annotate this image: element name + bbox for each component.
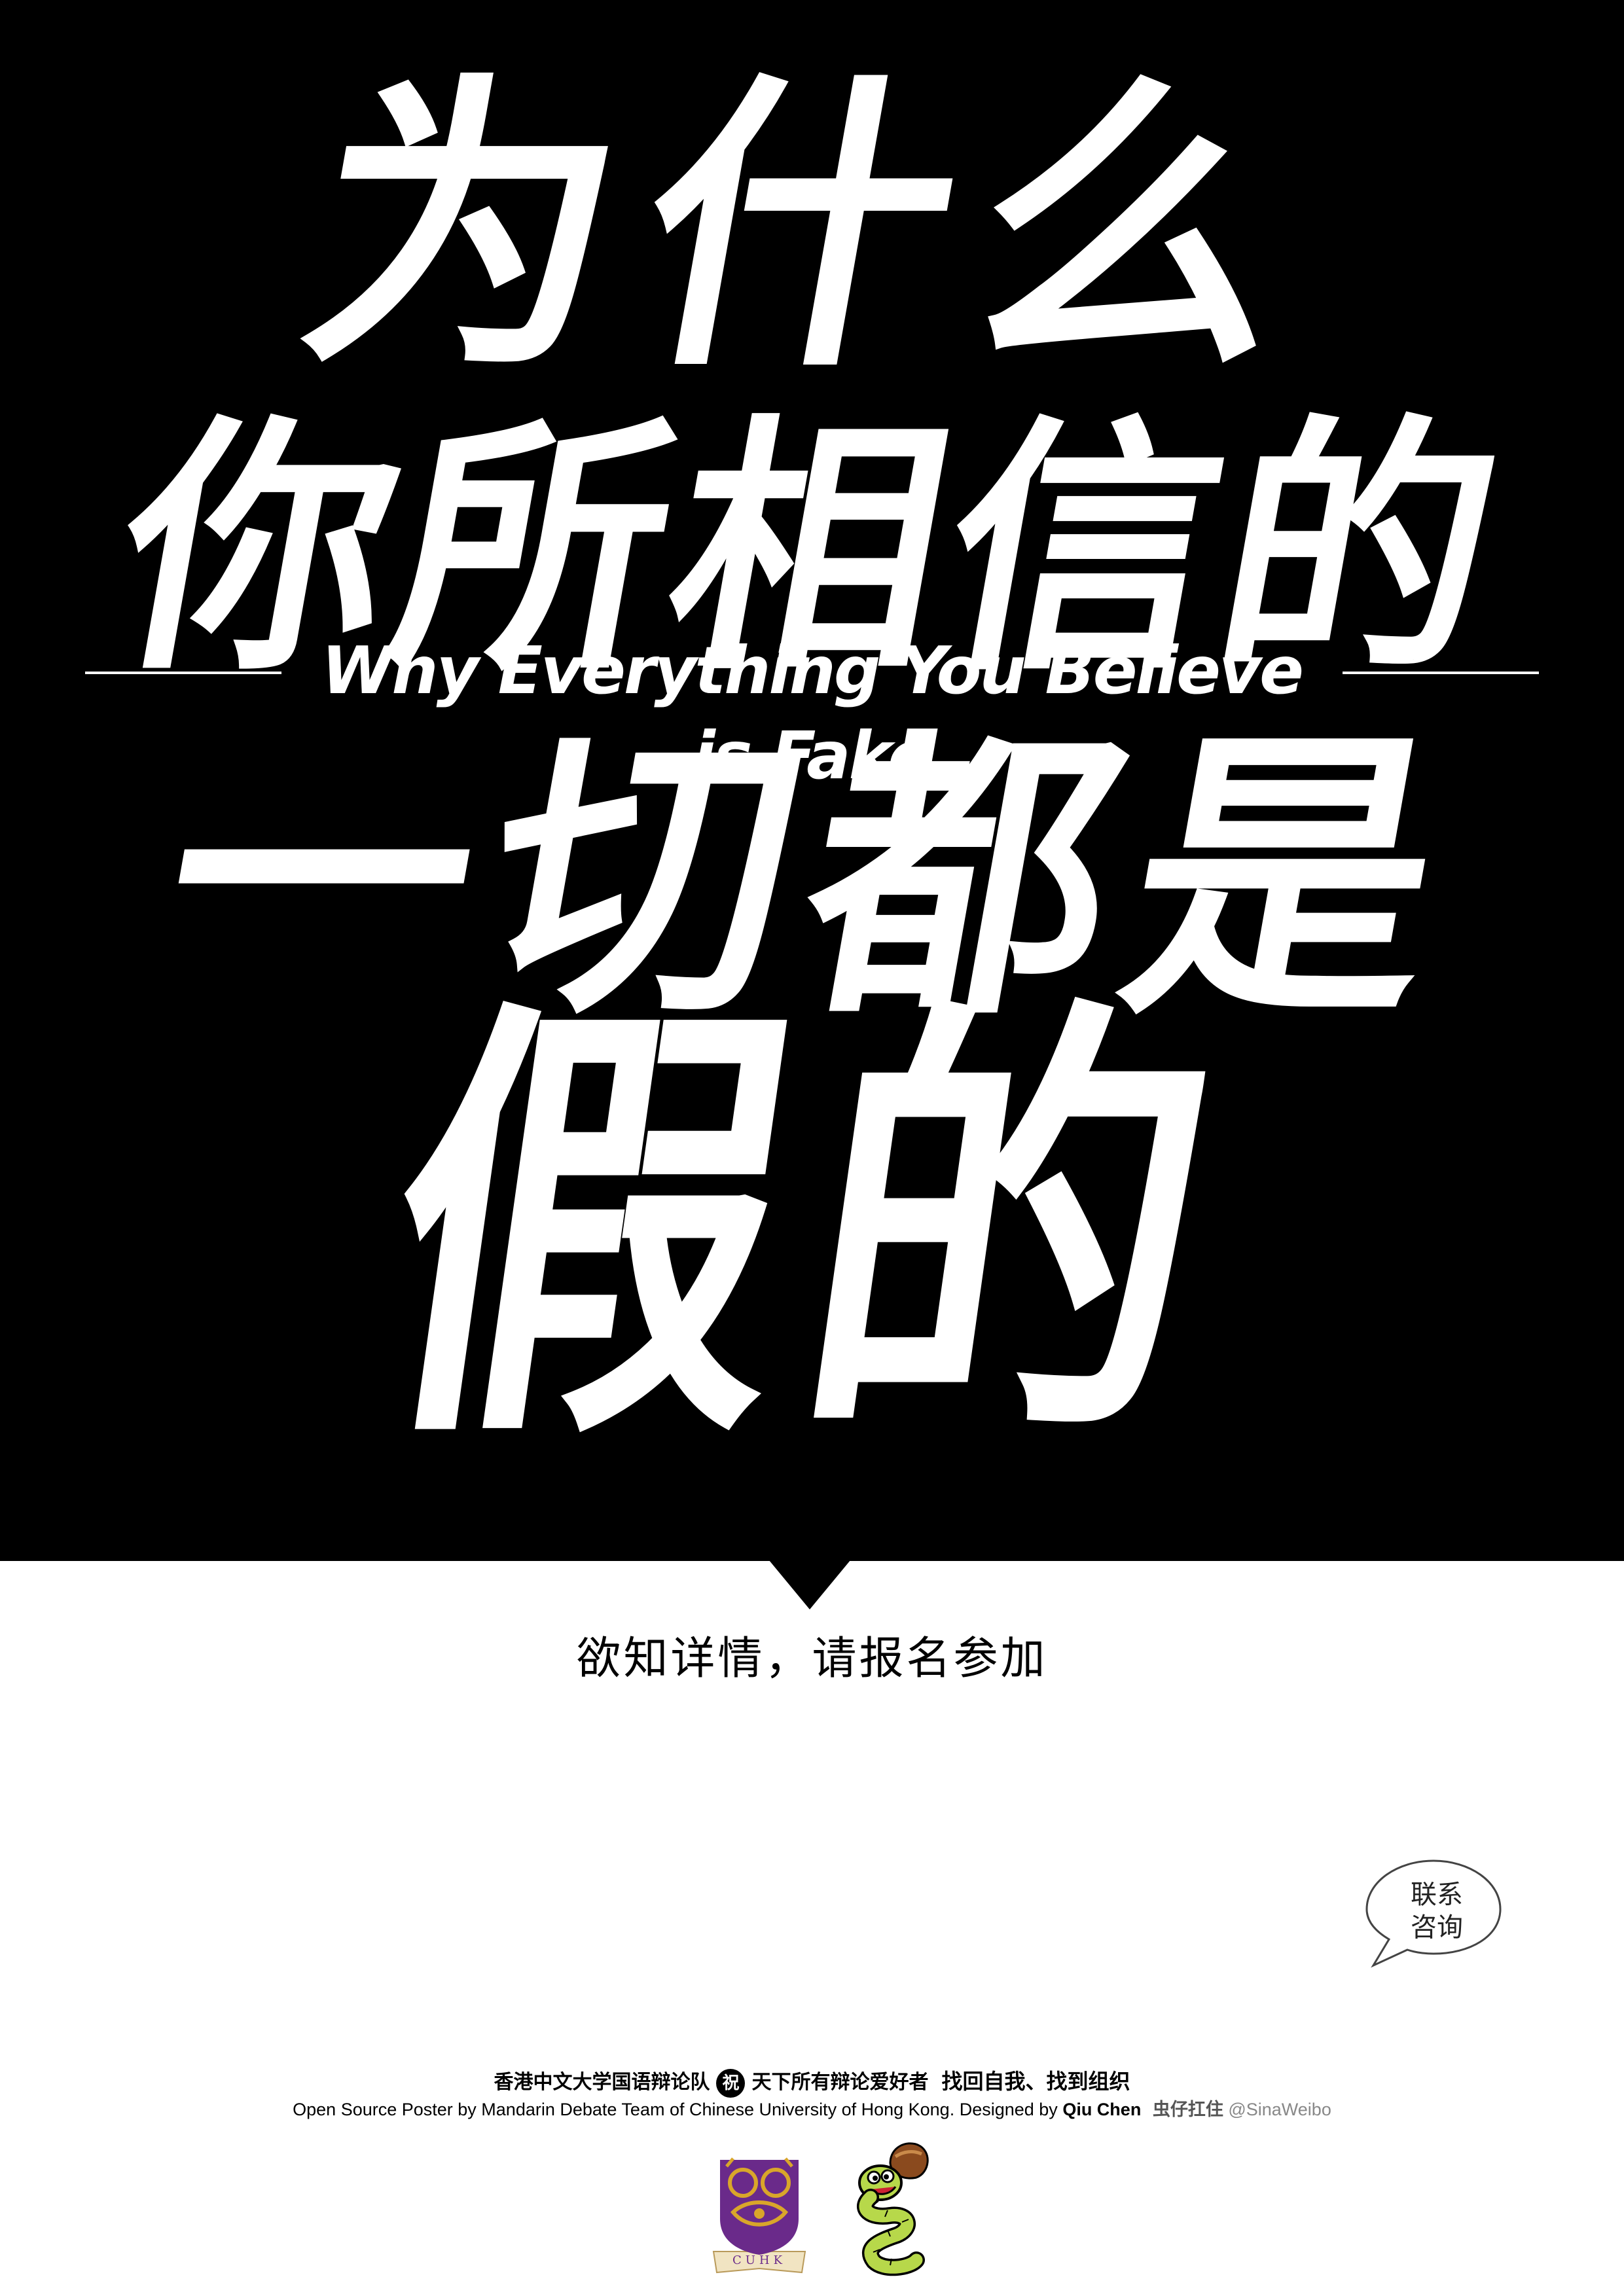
credit-text: Open Source Poster by Mandarin Debate Te… [293, 2100, 1058, 2119]
headline-line-4: 假的 [356, 967, 1269, 1494]
headline-line-1: 为什么 [280, 50, 1344, 408]
footer-credits: Open Source Poster by Mandarin Debate Te… [0, 2096, 1624, 2123]
slogan-text: 找回自我、找到组织 [941, 2069, 1130, 2094]
team-name: 香港中文大学国语辩论队 [494, 2071, 710, 2094]
university-seal-icon [712, 2157, 806, 2274]
contact-label: 联系 咨询 [1375, 1878, 1499, 1944]
blessing-badge: 祝 [716, 2069, 746, 2098]
subtitle-rule-right [1343, 672, 1539, 674]
university-letters: CUHK [732, 2253, 787, 2267]
contact-label-line-2: 咨询 [1411, 1912, 1463, 1943]
worm-mascot-logo [844, 2137, 936, 2278]
contact-label-line-1: 联系 [1411, 1880, 1463, 1910]
speech-pointer [769, 1560, 850, 1609]
weibo-handle[interactable]: 虫仔扛住 @SinaWeibo [1153, 2100, 1331, 2119]
footer-dedication: 香港中文大学国语辩论队祝天下所有辩论爱好者 找回自我、找到组织 [0, 2065, 1624, 2099]
subtitle-rule-left [85, 672, 281, 674]
dedication-text: 天下所有辩论爱好者 [751, 2071, 929, 2094]
weibo-platform: @SinaWeibo [1228, 2100, 1331, 2119]
english-subtitle: Why Everything You Believe is Fake [321, 632, 1304, 794]
call-to-action: 欲知详情，请报名参加 [576, 1633, 1048, 1685]
headline-panel: 为什么 你所相信的 Why Everything You Believe is … [0, 0, 1624, 1561]
worm-mascot-icon [857, 2142, 929, 2276]
subtitle-row: Why Everything You Believe is Fake [85, 628, 1539, 794]
cuhk-seal-logo: CUHK [707, 2153, 812, 2278]
speech-bubble-icon [1365, 1859, 1502, 1968]
contact-bubble[interactable]: 联系 咨询 [1362, 1856, 1506, 1968]
designer-name: Qiu Chen [1062, 2100, 1142, 2119]
weibo-name: 虫仔扛住 [1152, 2100, 1223, 2119]
